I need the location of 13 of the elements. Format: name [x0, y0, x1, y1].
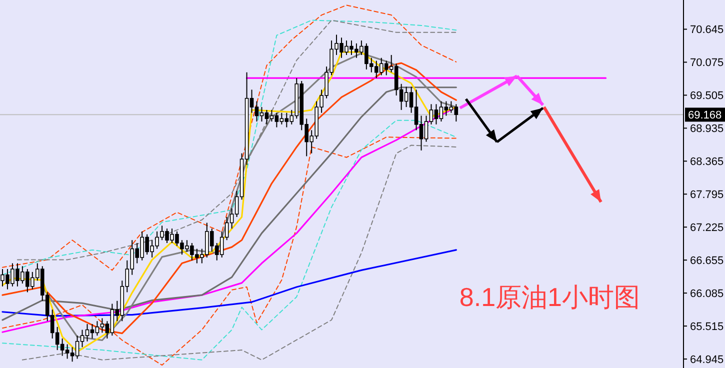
- y-tick-label: 69.505: [690, 90, 724, 102]
- y-tick-label: 68.365: [690, 156, 724, 168]
- y-tick-label: 70.075: [690, 57, 724, 70]
- ref-line-label: 69.168: [688, 110, 722, 122]
- y-tick-label: 67.225: [690, 222, 724, 234]
- y-tick-label: 70.645: [690, 24, 724, 36]
- y-tick-label: 68.935: [690, 123, 724, 136]
- y-tick-label: 67.795: [690, 189, 724, 202]
- y-tick-label: 66.655: [690, 255, 724, 268]
- y-tick-label: 64.945: [690, 354, 724, 366]
- y-tick-label: 65.515: [690, 321, 724, 334]
- annotation: 8.1原油1小时图: [459, 282, 640, 312]
- y-tick-label: 66.085: [690, 288, 724, 300]
